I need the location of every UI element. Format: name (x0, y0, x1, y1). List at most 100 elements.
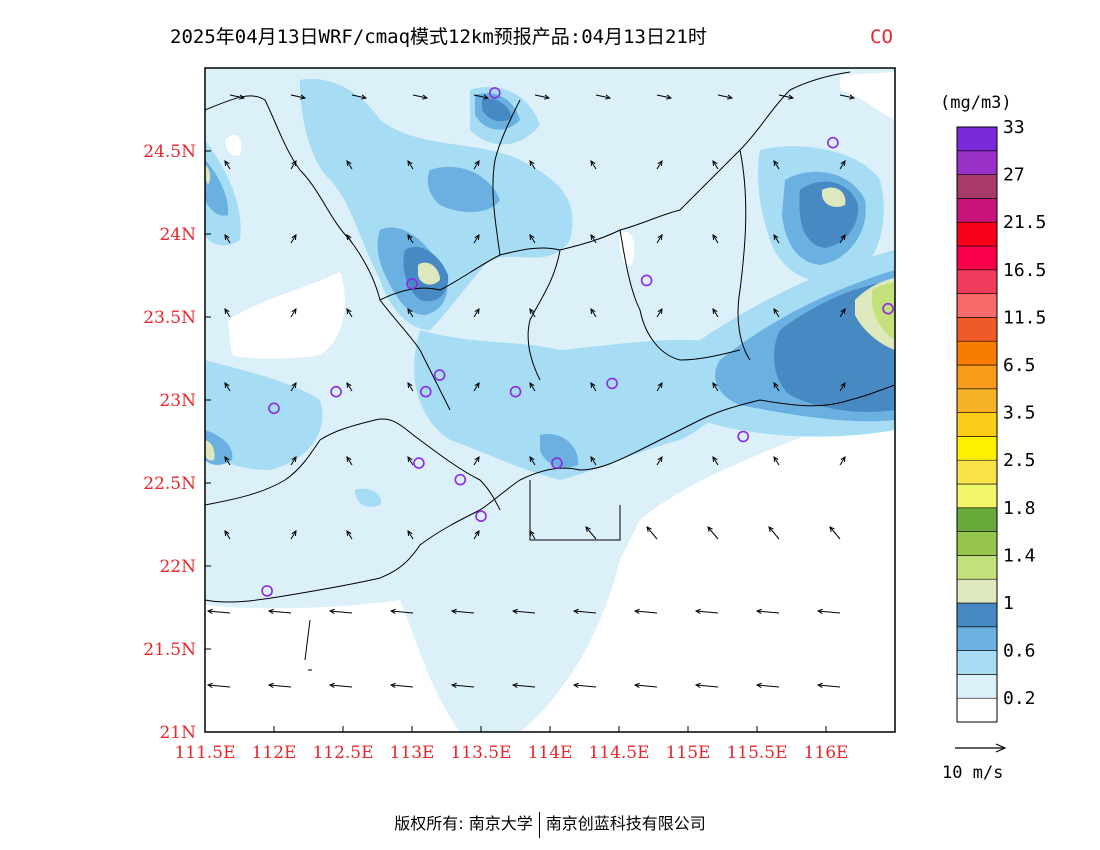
colorbar-swatch (956, 531, 998, 556)
y-axis: 24.5N 24N 23.5N 23N 22.5N 22N 21.5N 21N (143, 142, 211, 743)
colorbar-label: 3.5 (1003, 403, 1036, 424)
station-marker (475, 510, 487, 523)
wind-arrow (590, 456, 597, 466)
wind-arrow (755, 682, 780, 689)
wind-vectors (206, 94, 856, 689)
wind-arrow (712, 456, 719, 466)
copyright-footer: 版权所有: 南京大学 南京创蓝科技有限公司 (0, 810, 1100, 838)
colorbar-swatch (956, 293, 998, 318)
wind-arrow (773, 160, 780, 170)
wind-arrow (529, 530, 536, 540)
wind-arrow (646, 526, 658, 540)
colorbar-label: 2.5 (1003, 450, 1036, 471)
wind-arrow (224, 234, 231, 244)
colorbar-swatch (956, 650, 998, 675)
wind-arrow (816, 608, 841, 615)
y-tick-label: 23.5N (143, 308, 196, 328)
wind-arrow (529, 382, 536, 392)
wind-arrow (473, 94, 490, 100)
wind-arrow (656, 160, 663, 170)
wind-arrow (712, 308, 719, 318)
x-tick-label: 113.5E (450, 743, 511, 763)
colorbar-label: 1.4 (1003, 545, 1036, 566)
colorbar-swatch (956, 507, 998, 532)
x-tick-label: 113E (390, 743, 435, 763)
wind-arrow (267, 608, 292, 615)
wind-arrow (290, 308, 297, 318)
y-tick-label: 24.5N (143, 142, 196, 162)
wind-arrow (707, 526, 719, 540)
wind-arrow (839, 382, 846, 392)
colorbar-swatch (956, 555, 998, 580)
colorbar-swatch (956, 317, 998, 342)
colorbar-label: 11.5 (1003, 307, 1046, 328)
wind-arrow (529, 234, 536, 244)
x-tick-label: 116E (804, 743, 849, 763)
wind-arrow (473, 160, 480, 170)
wind-arrow (290, 160, 297, 170)
station-marker (406, 277, 418, 290)
wind-arrow (473, 308, 480, 318)
colorbar-swatch (956, 626, 998, 651)
wind-arrow (473, 382, 480, 392)
wind-arrow (839, 160, 846, 170)
colorbar-swatch (956, 483, 998, 509)
station-marker (882, 302, 894, 315)
wind-arrow (595, 94, 612, 100)
wind-arrow (473, 530, 480, 540)
wind-arrow (224, 382, 231, 392)
x-tick-label: 115.5E (726, 743, 787, 763)
wind-arrow (328, 682, 353, 689)
wind-arrow (572, 682, 597, 689)
wind-arrow (450, 682, 475, 689)
station-marker (640, 274, 653, 287)
wind-arrow (346, 308, 353, 318)
wind-arrow (407, 530, 414, 540)
station-marker (551, 457, 563, 469)
station-marker (330, 385, 342, 398)
station-marker (606, 377, 618, 390)
wind-arrow (816, 682, 841, 689)
station-marker (419, 385, 432, 398)
wind-arrow (656, 234, 663, 244)
wind-arrow (346, 160, 353, 170)
colorbar-swatch (956, 697, 998, 723)
wind-arrow (224, 456, 231, 466)
wind-arrow (778, 94, 795, 100)
x-tick-label: 115E (666, 743, 711, 763)
station-marker (261, 585, 273, 597)
colorbar-swatch (956, 459, 998, 485)
station-marker (737, 430, 750, 443)
station-marker (827, 136, 839, 149)
wind-arrow (717, 94, 734, 100)
station-markers (261, 87, 894, 597)
wind-arrow (572, 608, 597, 615)
wind-legend: 10 m/s (942, 743, 1007, 783)
wind-arrow (450, 608, 475, 615)
wind-arrow (712, 160, 719, 170)
wind-arrow (511, 682, 536, 689)
colorbar-label: 1 (1003, 593, 1014, 614)
wind-arrow (407, 382, 414, 392)
wind-arrow (534, 94, 551, 100)
colorbar-swatch (956, 578, 998, 604)
wind-arrow (656, 456, 663, 466)
wind-arrow (511, 608, 536, 615)
colorbar-swatch (956, 436, 998, 461)
colorbar-swatch (956, 198, 998, 223)
wind-arrow (712, 234, 719, 244)
station-marker (488, 87, 501, 99)
x-axis: 111.5E 112E 112.5E 113E 113.5E 114E 114.5E 115E… (174, 726, 848, 763)
wind-arrow (351, 94, 368, 100)
y-tick-label: 21.5N (143, 640, 196, 660)
wind-arrow (529, 308, 536, 318)
colorbar-swatch (956, 126, 998, 152)
colorbar-swatch (956, 245, 998, 271)
station-marker (413, 457, 425, 469)
wind-arrow (585, 526, 597, 540)
x-tick-label: 114E (528, 743, 573, 763)
footer-separator (538, 811, 540, 838)
wind-arrow (224, 308, 231, 318)
colorbar-swatch (956, 340, 998, 366)
